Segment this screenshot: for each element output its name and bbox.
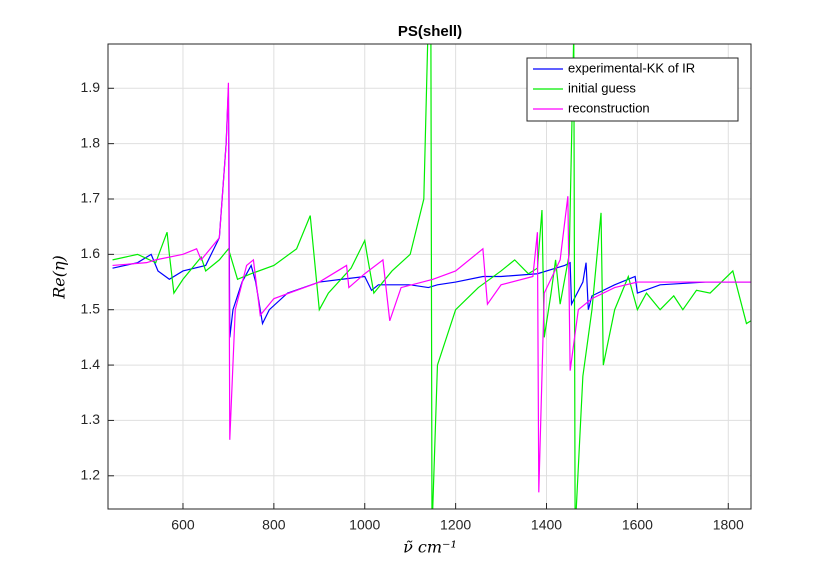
axes-box <box>107 43 752 510</box>
legend-label: initial guess <box>568 80 636 95</box>
y-tick-label: 1.7 <box>81 190 101 206</box>
x-tick-label: 800 <box>262 517 286 533</box>
x-tick-label: 1200 <box>440 517 471 533</box>
legend: experimental-KK of IR initial guess recons… <box>526 57 739 122</box>
legend-label: reconstruction <box>568 100 650 115</box>
x-tick-label: 600 <box>171 517 195 533</box>
y-tick-label: 1.9 <box>81 79 101 95</box>
y-tick-label: 1.8 <box>81 134 101 150</box>
x-tick-label: 1600 <box>622 517 653 533</box>
y-tick-label: 1.5 <box>81 300 101 316</box>
series-line <box>112 82 751 493</box>
y-axis-label: Re(η) <box>50 255 69 300</box>
y-tick-label: 1.6 <box>81 245 101 261</box>
chart-title: PS(shell) <box>398 23 462 40</box>
x-tick-label: 1400 <box>531 517 562 533</box>
y-tick-label: 1.4 <box>81 356 101 372</box>
series-line <box>112 44 751 509</box>
legend-label: experimental-KK of IR <box>568 60 695 75</box>
x-tick-label: 1000 <box>349 517 380 533</box>
plot-lines <box>112 44 751 509</box>
y-tick-label: 1.3 <box>81 411 101 427</box>
x-tick-label: 1800 <box>713 517 744 533</box>
y-tick-label: 1.2 <box>81 466 101 482</box>
x-axis-label: ν̃ cm⁻¹ <box>403 538 457 557</box>
